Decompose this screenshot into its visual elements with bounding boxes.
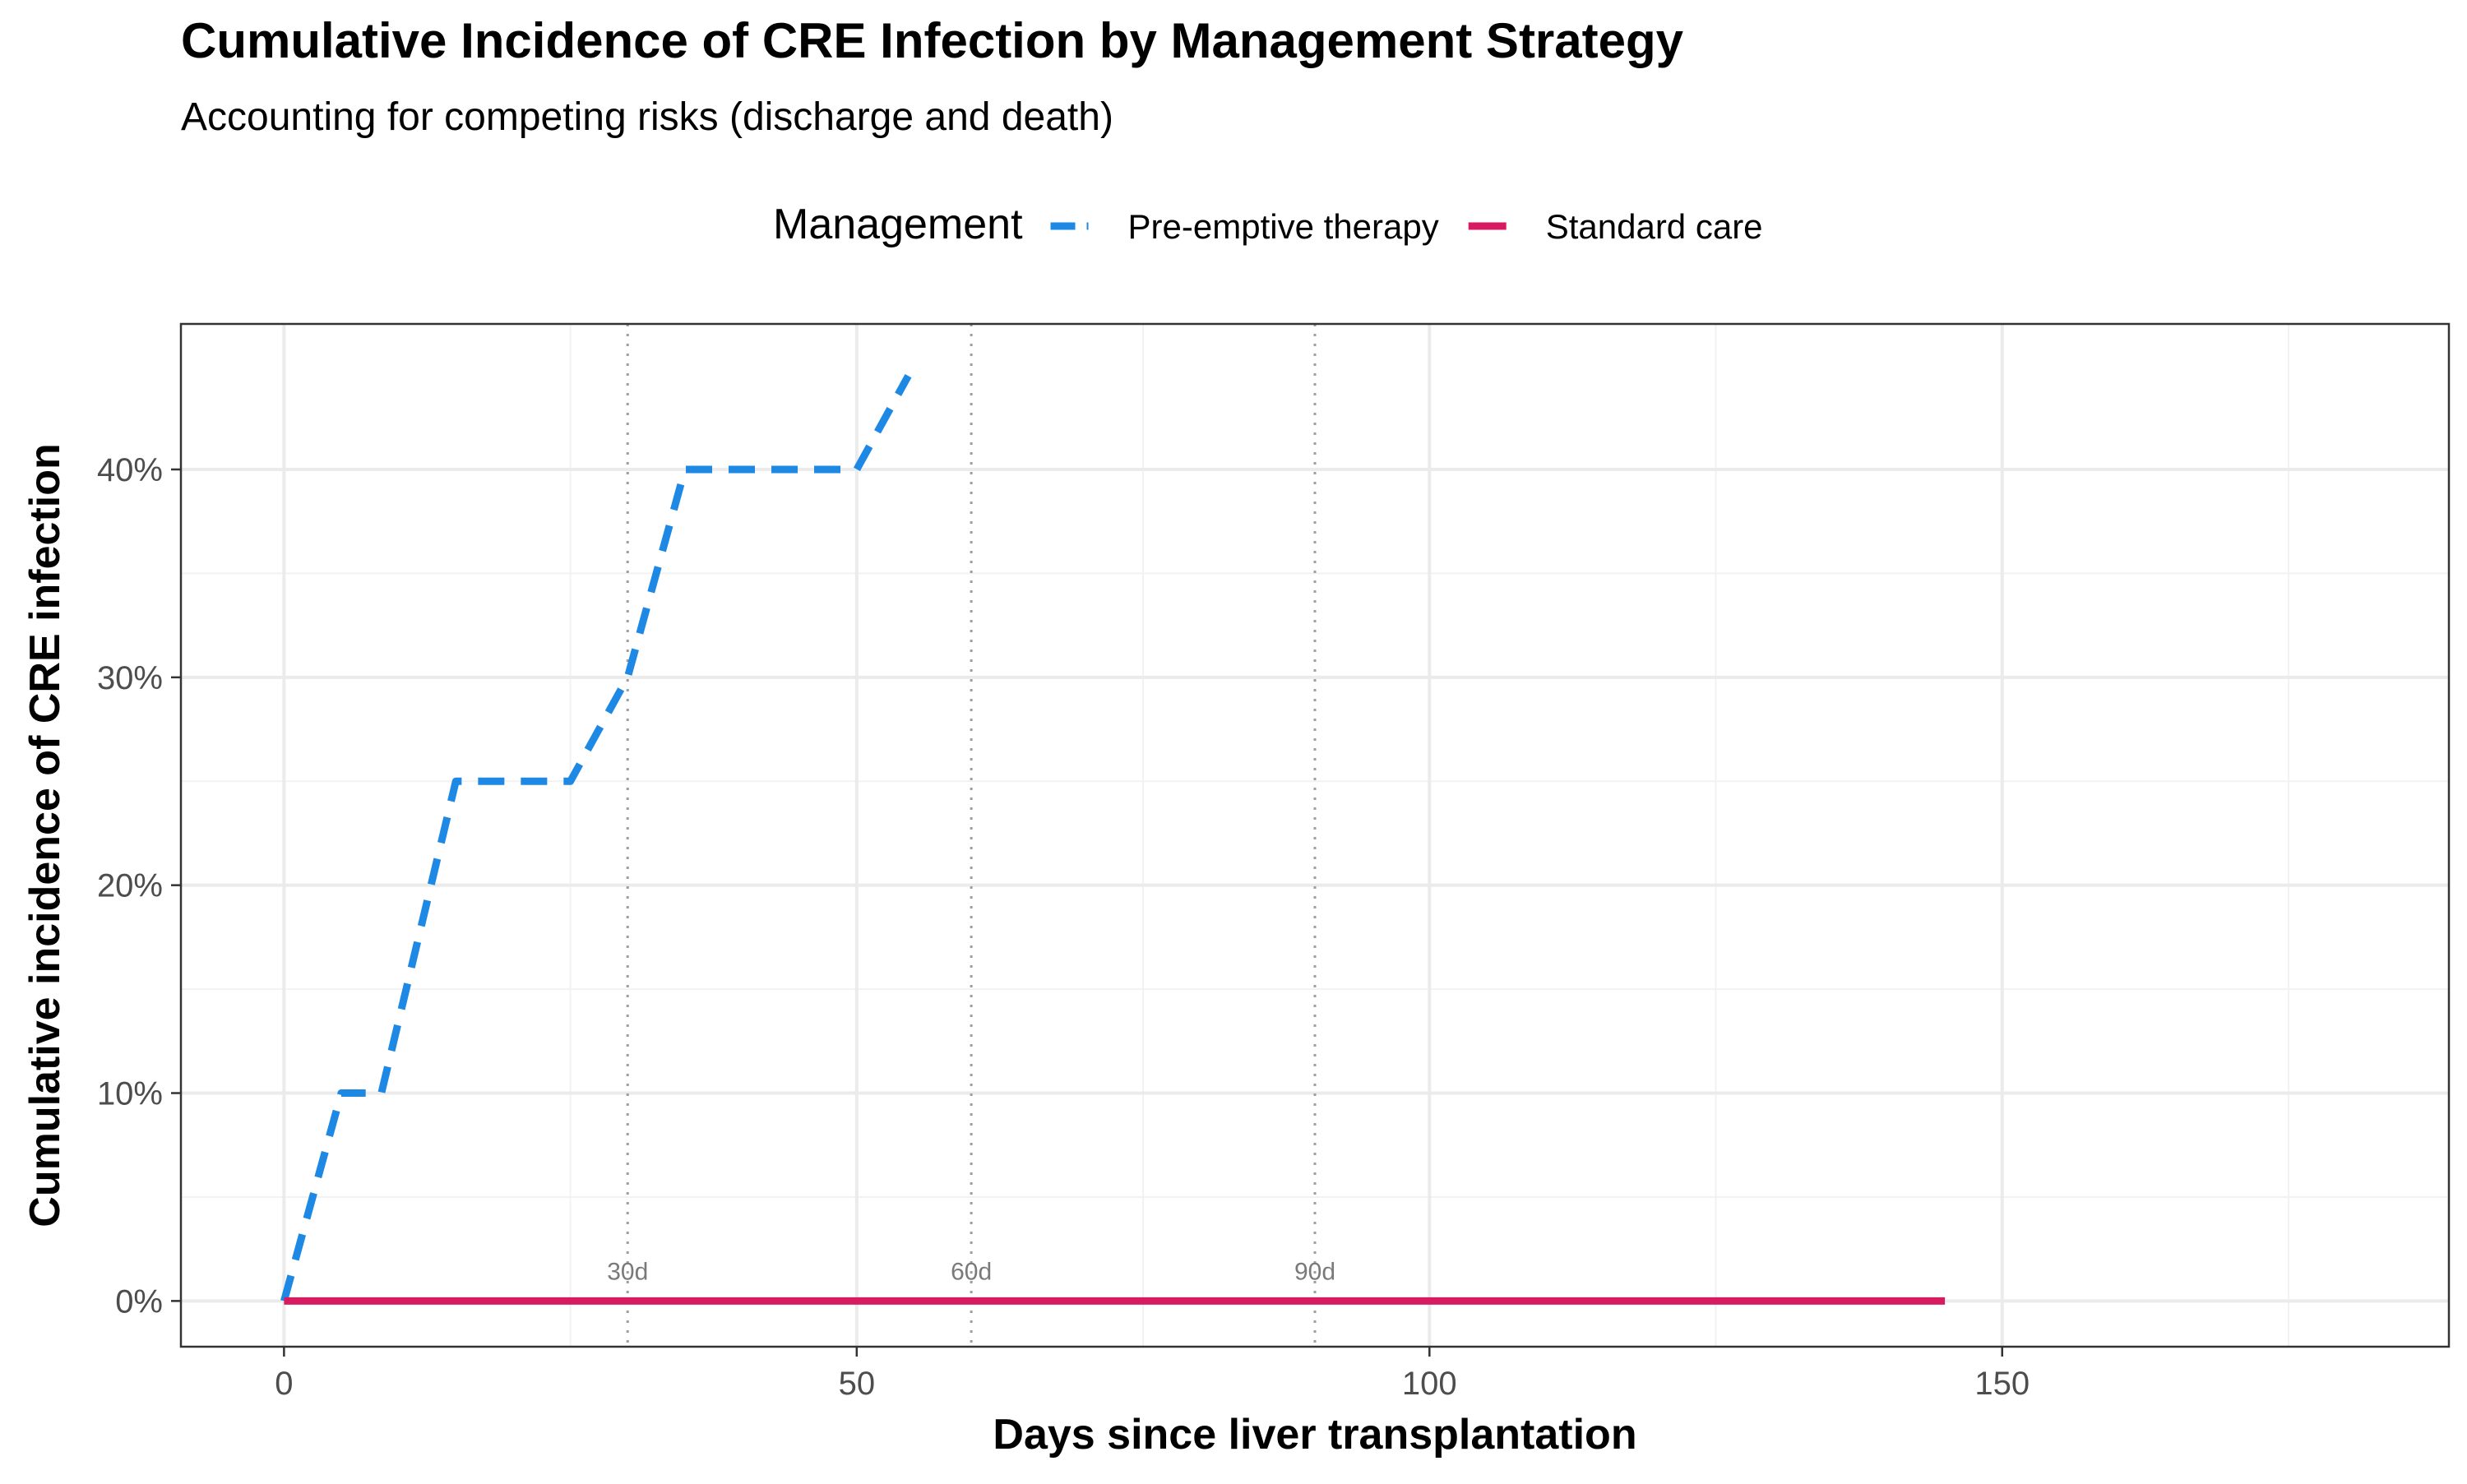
y-tick-label: 10% — [97, 1076, 163, 1112]
plot-panel — [181, 324, 2449, 1347]
x-axis-label: Days since liver transplantation — [993, 1411, 1636, 1459]
legend-label: Standard care — [1546, 207, 1763, 246]
reference-line-label: 30d — [607, 1258, 648, 1285]
reference-line-label: 90d — [1294, 1258, 1335, 1285]
y-tick-label: 20% — [97, 868, 163, 904]
legend-label: Pre-emptive therapy — [1128, 207, 1439, 246]
x-tick-label: 50 — [839, 1366, 876, 1402]
data-series — [280, 374, 1946, 1305]
x-tick-label: 150 — [1974, 1366, 2030, 1402]
reference-line-label: 60d — [951, 1258, 992, 1285]
chart-title: Cumulative Incidence of CRE Infection by… — [181, 13, 1684, 68]
chart-subtitle: Accounting for competing risks (discharg… — [181, 95, 1113, 139]
plot-panel-border — [179, 322, 2451, 1348]
y-axis-label: Cumulative incidence of CRE infection — [21, 443, 69, 1227]
legend-items: Pre-emptive therapy Standard care — [1050, 207, 1763, 246]
axes: 0 50 100 150 0% 10% 20% 30% 40% — [97, 452, 2030, 1402]
reference-lines: 30d 60d 90d — [607, 324, 1335, 1347]
y-tick-label: 0% — [115, 1283, 163, 1320]
legend-title: Management — [773, 201, 1023, 248]
y-tick-label: 40% — [97, 452, 163, 488]
legend: Management Pre-emptive therapy Standard c… — [773, 201, 1763, 248]
x-tick-label: 100 — [1402, 1366, 1457, 1402]
x-tick-label: 0 — [275, 1366, 293, 1402]
series-line — [280, 374, 912, 1302]
y-tick-label: 30% — [97, 660, 163, 696]
gridlines — [181, 324, 2449, 1347]
